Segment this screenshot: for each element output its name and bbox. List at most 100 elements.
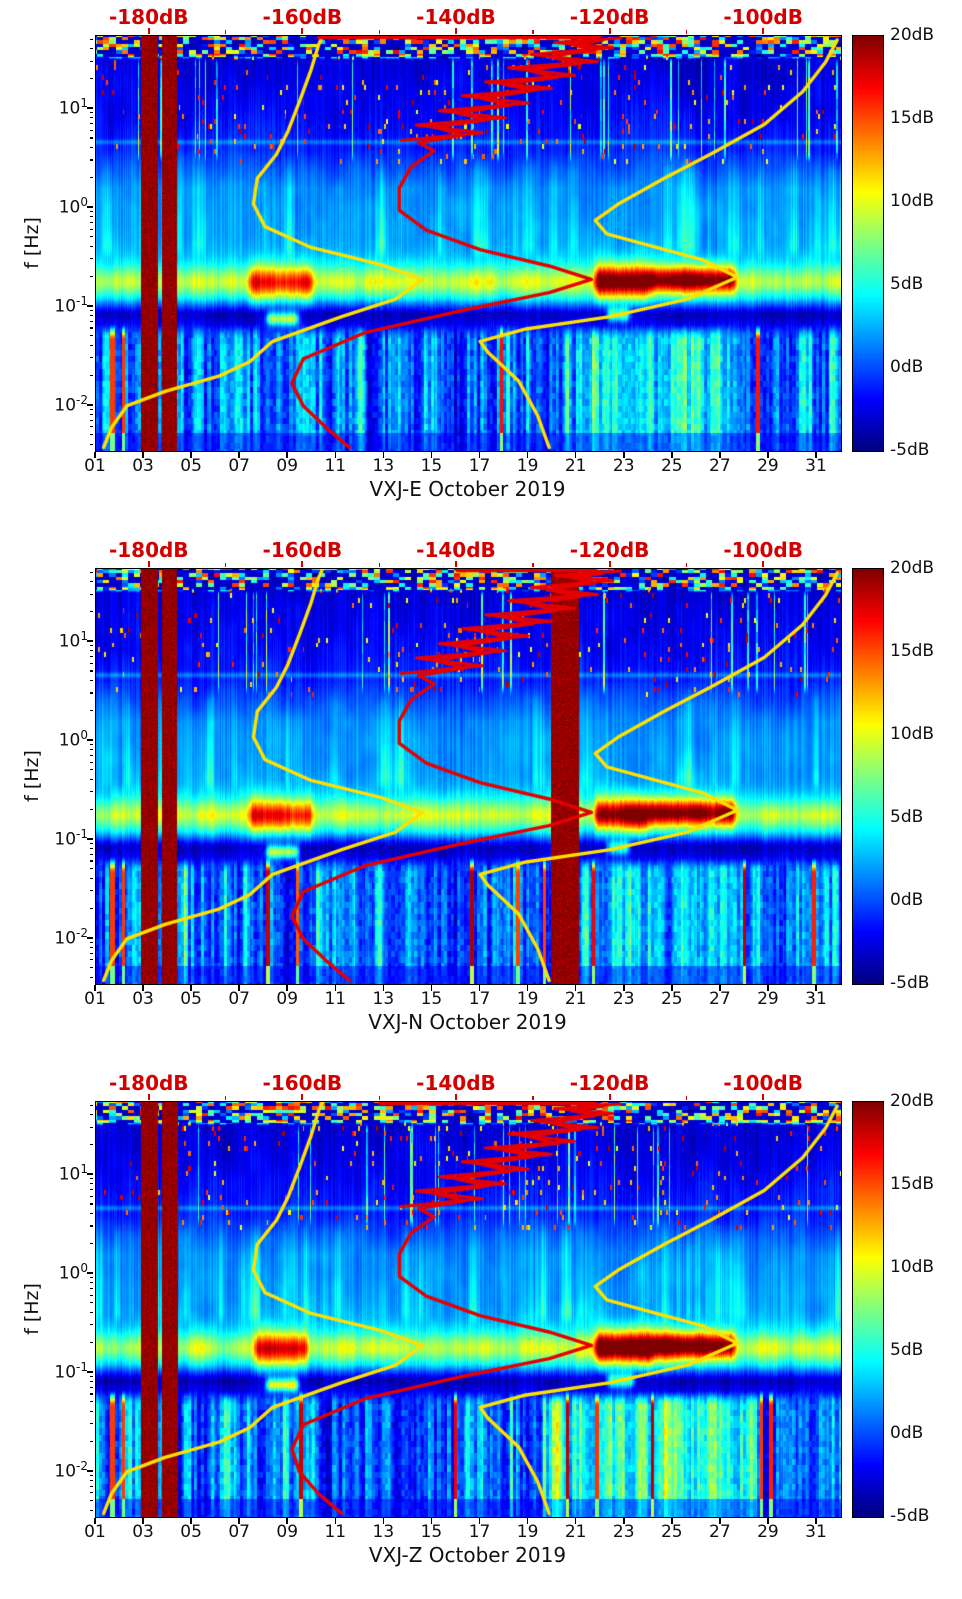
top-axis-tick xyxy=(762,561,765,567)
colorbar-tick-label: 20dB xyxy=(890,558,935,578)
x-axis-tick xyxy=(334,452,337,458)
top-db-tick-label: -100dB xyxy=(723,5,803,29)
x-tick-label: 11 xyxy=(324,456,347,476)
y-axis-minor-tick xyxy=(89,571,94,573)
x-tick-label: 11 xyxy=(324,989,347,1009)
x-tick-label: 07 xyxy=(228,989,250,1009)
x-axis-tick xyxy=(478,452,481,458)
y-axis-minor-tick xyxy=(89,315,94,317)
x-axis-label: VXJ-E October 2019 xyxy=(369,477,566,501)
x-axis-tick xyxy=(190,452,192,458)
y-axis-minor-tick xyxy=(89,709,94,711)
y-axis-tick xyxy=(87,937,94,939)
y-axis-minor-tick xyxy=(89,408,94,411)
y-axis-tick xyxy=(87,107,94,109)
x-tick-label: 23 xyxy=(612,1522,635,1542)
y-axis-minor-tick xyxy=(89,38,94,40)
x-axis-tick xyxy=(238,1518,240,1524)
top-db-tick-label: -100dB xyxy=(723,1071,803,1095)
x-tick-label: 05 xyxy=(180,456,202,476)
spectrogram-panel-vxj-n: f [Hz] VXJ-N October 2019 -180dB -160dB -1… xyxy=(0,533,962,1066)
y-axis-minor-tick xyxy=(89,221,94,224)
y-axis-minor-tick xyxy=(89,754,94,757)
y-axis-minor-tick xyxy=(89,1479,94,1482)
x-tick-label: 05 xyxy=(180,989,202,1009)
colorbar-tick-label: 20dB xyxy=(890,1091,935,1111)
y-axis-minor-tick xyxy=(89,48,94,50)
y-axis-minor-tick xyxy=(89,744,94,746)
y-axis-minor-tick xyxy=(89,117,94,119)
y-axis-minor-tick xyxy=(89,1195,94,1197)
top-axis-tick xyxy=(454,28,457,34)
y-tick-label: 101 xyxy=(58,96,88,119)
colorbar-tick-label: 0dB xyxy=(890,890,924,910)
x-tick-label: 11 xyxy=(324,1522,347,1542)
y-axis-minor-tick xyxy=(89,1324,94,1326)
top-db-tick-label: -120dB xyxy=(569,5,650,29)
y-axis-minor-tick xyxy=(89,890,94,892)
y-axis-minor-tick xyxy=(89,327,94,329)
y-axis-minor-tick xyxy=(89,228,94,230)
x-tick-label: 09 xyxy=(276,1522,299,1542)
y-axis-minor-tick xyxy=(89,1203,94,1205)
colorbar-tick-label: 15dB xyxy=(890,641,935,661)
y-axis-minor-tick xyxy=(89,1500,94,1502)
y-axis-minor-tick xyxy=(89,860,94,862)
y-axis-tick xyxy=(87,739,94,741)
spectrogram-heatmap xyxy=(95,1101,842,1518)
y-tick-label: 10-2 xyxy=(54,392,88,416)
x-axis-tick xyxy=(430,1518,433,1524)
x-tick-label: 29 xyxy=(757,989,779,1009)
y-axis-minor-tick xyxy=(89,1341,94,1343)
x-axis-tick xyxy=(670,1518,673,1524)
x-axis-tick xyxy=(478,1518,481,1524)
x-tick-label: 03 xyxy=(132,1522,154,1542)
y-axis-minor-tick xyxy=(89,907,94,909)
top-db-tick-label: -140dB xyxy=(416,1071,496,1095)
x-tick-label: 27 xyxy=(709,1522,731,1542)
y-tick-label: 100 xyxy=(58,195,88,218)
y-axis-minor-tick xyxy=(89,310,94,312)
y-axis-minor-tick xyxy=(89,791,94,793)
y-axis-minor-tick xyxy=(89,1440,94,1442)
x-tick-label: 07 xyxy=(228,456,250,476)
x-axis-tick xyxy=(574,1518,577,1524)
x-axis-tick xyxy=(815,452,817,458)
y-axis-minor-tick xyxy=(89,216,94,218)
y-axis-minor-tick xyxy=(89,426,94,428)
y-axis-minor-tick xyxy=(89,1294,94,1296)
y-axis-tick xyxy=(87,305,94,307)
y-axis-minor-tick xyxy=(89,650,94,652)
x-tick-label: 19 xyxy=(516,989,539,1009)
y-axis-minor-tick xyxy=(89,320,94,322)
top-axis-tick xyxy=(147,1094,150,1100)
colorbar-tick-label: 20dB xyxy=(890,25,935,45)
y-axis-minor-tick xyxy=(89,808,94,810)
x-tick-label: 29 xyxy=(757,456,779,476)
y-axis-minor-tick xyxy=(89,137,94,139)
y-axis-minor-tick xyxy=(89,1126,94,1128)
spectrogram-panel-vxj-z: f [Hz] VXJ-Z October 2019 -180dB -160dB -1… xyxy=(0,1066,962,1599)
x-tick-label: 29 xyxy=(757,1522,779,1542)
top-axis-minor-tick xyxy=(378,563,381,567)
y-axis-minor-tick xyxy=(89,959,94,961)
y-axis-tick xyxy=(87,206,94,208)
x-axis-tick xyxy=(719,1518,721,1524)
y-axis-minor-tick xyxy=(89,680,94,682)
top-db-tick-label: -180dB xyxy=(108,1071,189,1095)
x-tick-label: 03 xyxy=(132,456,154,476)
y-axis-minor-tick xyxy=(89,258,94,260)
x-axis-tick xyxy=(526,985,529,991)
colorbar xyxy=(852,35,884,452)
x-tick-label: 05 xyxy=(180,1522,202,1542)
y-axis-minor-tick xyxy=(89,344,94,346)
y-axis-minor-tick xyxy=(89,129,94,131)
top-db-tick-label: -140dB xyxy=(416,5,496,29)
x-tick-label: 17 xyxy=(468,989,491,1009)
x-axis-tick xyxy=(238,452,240,458)
x-tick-label: 31 xyxy=(805,989,827,1009)
x-tick-label: 19 xyxy=(516,456,539,476)
y-axis-minor-tick xyxy=(89,335,94,337)
x-tick-label: 31 xyxy=(805,1522,827,1542)
x-axis-tick xyxy=(286,452,289,458)
